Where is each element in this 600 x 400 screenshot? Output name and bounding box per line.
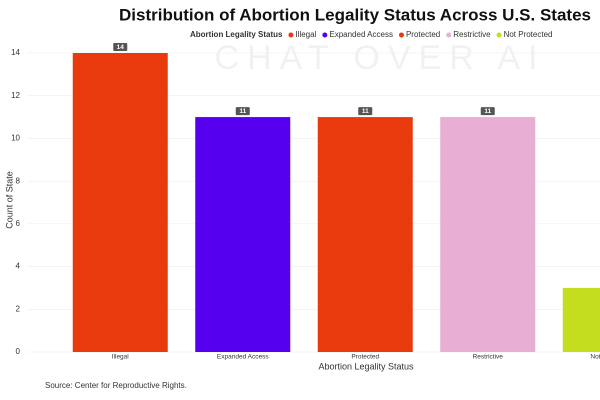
legend-label: Protected [406, 30, 440, 39]
x-tick-label: Expanded Access [217, 354, 269, 361]
y-tick-label: 8 [16, 176, 21, 185]
value-label-bg [480, 107, 495, 116]
y-tick-label: 14 [11, 48, 20, 57]
x-tick-label: Protected [351, 354, 379, 361]
bar [562, 287, 600, 352]
legend-label: Not Protected [504, 30, 553, 39]
y-tick-label: 0 [16, 347, 21, 356]
x-tick-label: Illegal [112, 354, 130, 361]
value-label-bg [235, 107, 250, 116]
bar [440, 117, 536, 352]
y-tick-label: 4 [16, 262, 21, 271]
y-tick-label: 10 [11, 134, 20, 143]
legend-marker [496, 32, 502, 38]
y-tick-label: 6 [16, 219, 21, 228]
x-axis-title: Abortion Legality Status [318, 361, 414, 371]
bar [317, 117, 413, 352]
bar [195, 117, 291, 352]
legend-title: Abortion Legality Status [190, 30, 283, 39]
x-tick-label: Restrictive [473, 354, 504, 361]
x-tick-label: Not Protected [590, 354, 600, 361]
value-label: 11 [484, 108, 491, 115]
y-tick-label: 2 [16, 304, 21, 313]
bar [72, 53, 168, 352]
value-label: 11 [239, 108, 246, 115]
y-tick-label: 12 [11, 91, 20, 100]
value-label-bg [358, 107, 373, 116]
watermark: CHAT OVER AI [215, 39, 546, 77]
source-note: Source: Center for Reproductive Rights. [45, 381, 187, 390]
value-label: 14 [117, 44, 125, 51]
value-label: 11 [362, 108, 369, 115]
y-axis-title: Count of State [4, 171, 14, 229]
legend-marker [446, 32, 452, 38]
legend-label: Illegal [295, 30, 316, 39]
legend-marker [398, 32, 404, 38]
value-label-bg [113, 43, 128, 51]
legend-label: Expanded Access [329, 30, 393, 39]
legend-label: Restrictive [453, 30, 491, 39]
legend-marker [322, 32, 328, 38]
legend-marker [288, 32, 294, 38]
chart-title: Distribution of Abortion Legality Status… [119, 5, 591, 24]
